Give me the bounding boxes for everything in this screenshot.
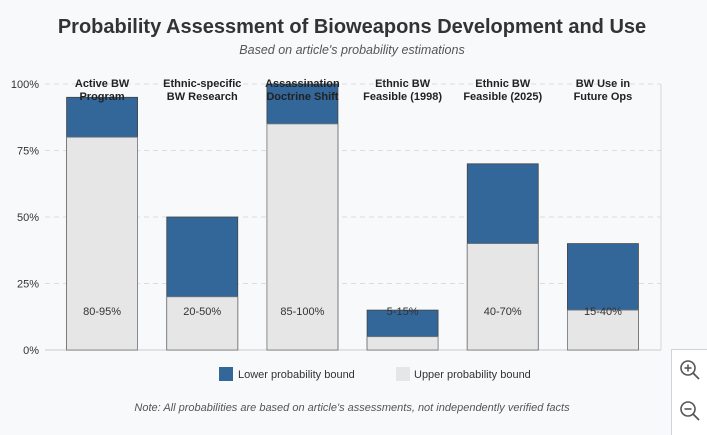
category-label: Ethnic BW Feasible (1998) — [363, 78, 442, 103]
bar-lower-bound[interactable] — [266, 123, 339, 351]
bar-lower-bound[interactable] — [466, 243, 539, 351]
category-label: Active BW Program — [75, 78, 130, 103]
chart-note: Note: All probabilities are based on art… — [134, 402, 570, 414]
legend-label-upper: Upper probability bound — [414, 369, 531, 381]
bar-lower-bound[interactable] — [366, 336, 439, 351]
category-label: BW Use in Future Ops — [574, 78, 633, 103]
range-label: 80-95% — [83, 306, 121, 318]
category-label: Ethnic-specific BW Research — [163, 78, 241, 103]
range-label: 5-15% — [387, 306, 419, 318]
range-label: 85-100% — [280, 306, 324, 318]
zoom-out-icon[interactable] — [678, 399, 702, 423]
y-axis: 0% 25% 50% 75% 100% — [11, 79, 662, 357]
category-label: Ethnic BW Feasible (2025) — [463, 78, 542, 103]
range-label: 15-40% — [584, 306, 622, 318]
bar-lower-bound[interactable] — [66, 136, 138, 351]
chart-subtitle: Based on article's probability estimatio… — [239, 43, 464, 57]
gridlines — [45, 83, 661, 284]
y-tick-label: 75% — [17, 146, 39, 158]
legend: Lower probability bound Upper probabilit… — [219, 367, 531, 381]
category-labels: Active BW Program Ethnic-specific BW Resear… — [75, 78, 632, 103]
y-tick-label: 50% — [17, 212, 39, 224]
category-label: Assassination Doctrine Shift — [265, 78, 340, 103]
legend-swatch-upper — [396, 367, 410, 381]
y-tick-label: 0% — [23, 345, 39, 357]
range-label: 40-70% — [484, 306, 522, 318]
chart-title: Probability Assessment of Bioweapons Dev… — [58, 16, 646, 38]
zoom-in-icon[interactable] — [678, 358, 702, 382]
zoom-controls — [671, 349, 707, 435]
legend-swatch-lower — [219, 367, 233, 381]
range-label: 20-50% — [183, 306, 221, 318]
bar-lower-bound[interactable] — [567, 309, 639, 351]
bar-lower-bound[interactable] — [166, 296, 239, 351]
y-tick-label: 100% — [11, 79, 39, 91]
legend-label-lower: Lower probability bound — [238, 369, 355, 381]
bars: 80-95% 20-50% 85-100% 5-15% 40-70% 15-40% — [66, 83, 639, 351]
y-tick-label: 25% — [17, 279, 39, 291]
